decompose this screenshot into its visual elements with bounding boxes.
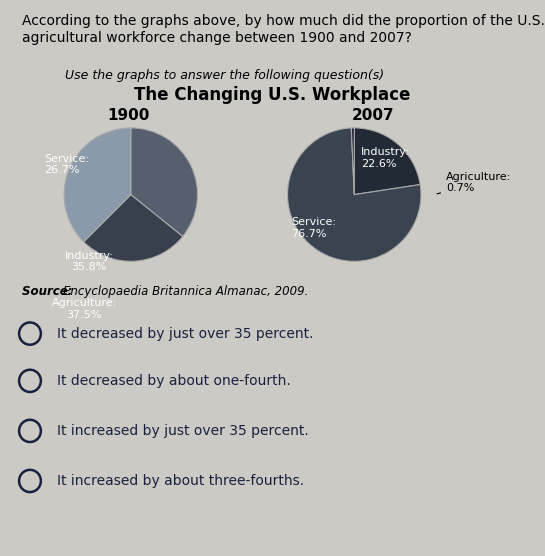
Text: 1900: 1900 <box>107 108 149 123</box>
Text: It decreased by about one-fourth.: It decreased by about one-fourth. <box>57 374 291 388</box>
Wedge shape <box>83 195 183 261</box>
Text: 2007: 2007 <box>352 108 395 123</box>
Text: agricultural workforce change between 1900 and 2007?: agricultural workforce change between 19… <box>22 31 411 44</box>
Wedge shape <box>354 128 420 195</box>
Text: Industry:
35.8%: Industry: 35.8% <box>65 251 113 272</box>
Text: Industry:
22.6%: Industry: 22.6% <box>361 147 410 168</box>
Text: Encyclopaedia Britannica Almanac, 2009.: Encyclopaedia Britannica Almanac, 2009. <box>63 285 308 297</box>
Text: Agriculture:
37.5%: Agriculture: 37.5% <box>51 298 117 320</box>
Text: It decreased by just over 35 percent.: It decreased by just over 35 percent. <box>57 326 314 341</box>
Text: The Changing U.S. Workplace: The Changing U.S. Workplace <box>134 86 411 104</box>
Text: Source:: Source: <box>22 285 76 297</box>
Wedge shape <box>131 128 197 236</box>
Text: Agriculture:
0.7%: Agriculture: 0.7% <box>437 172 511 194</box>
Wedge shape <box>352 128 354 195</box>
Text: Use the graphs to answer the following question(s): Use the graphs to answer the following q… <box>65 70 385 82</box>
Text: According to the graphs above, by how much did the proportion of the U.S.: According to the graphs above, by how mu… <box>22 14 544 28</box>
Wedge shape <box>288 128 421 261</box>
Text: Service:
76.7%: Service: 76.7% <box>291 217 336 239</box>
Wedge shape <box>64 128 131 242</box>
Text: It increased by just over 35 percent.: It increased by just over 35 percent. <box>57 424 309 438</box>
Text: Service:
26.7%: Service: 26.7% <box>44 154 89 175</box>
Text: It increased by about three-fourths.: It increased by about three-fourths. <box>57 474 304 488</box>
